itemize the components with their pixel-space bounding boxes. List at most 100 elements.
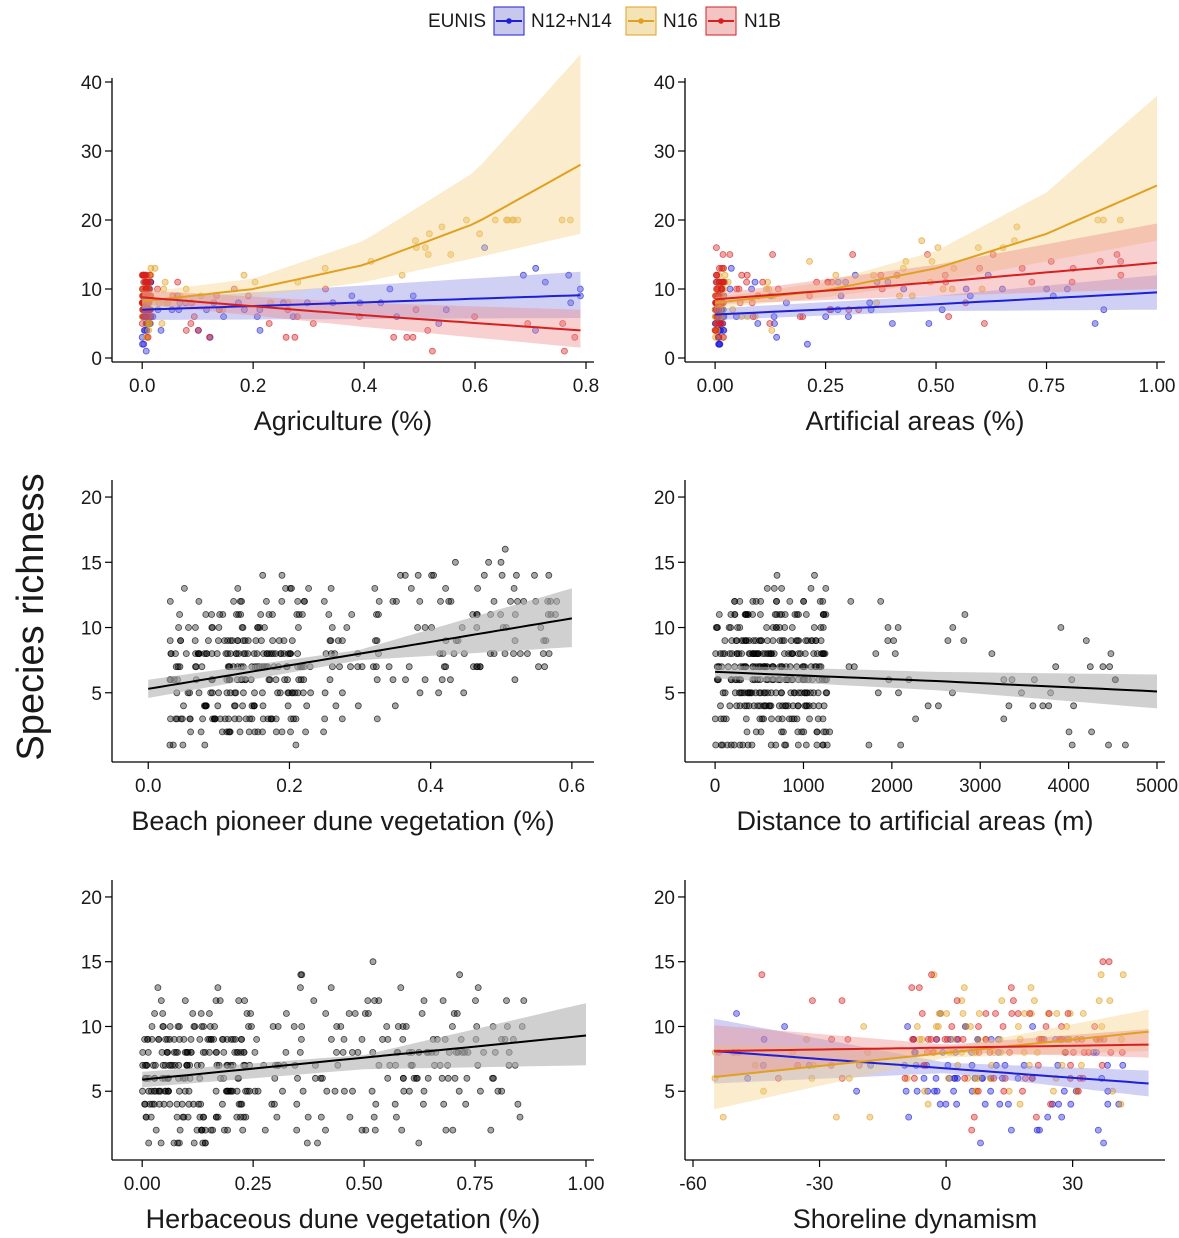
data-point <box>567 299 575 307</box>
data-point <box>541 278 549 286</box>
data-point <box>749 650 757 657</box>
data-point <box>1013 223 1021 231</box>
data-point <box>791 611 799 618</box>
data-point <box>143 326 151 334</box>
data-point <box>424 1074 432 1082</box>
data-point <box>819 715 827 723</box>
data-point <box>873 299 880 307</box>
data-point <box>272 676 280 684</box>
data-point <box>149 1061 157 1069</box>
data-point <box>1033 1049 1041 1056</box>
data-point <box>717 320 725 327</box>
data-point <box>775 702 783 710</box>
data-point <box>1026 1010 1034 1017</box>
data-point <box>743 702 751 710</box>
data-point <box>485 558 493 566</box>
data-point <box>766 320 774 327</box>
data-point <box>716 340 724 348</box>
data-point <box>767 689 775 697</box>
data-point <box>822 611 830 618</box>
data-point <box>748 285 755 293</box>
data-point <box>364 1010 372 1017</box>
data-point <box>279 1087 286 1095</box>
data-point <box>933 1087 941 1095</box>
data-point <box>474 984 482 991</box>
data-point <box>140 340 148 348</box>
data-point <box>889 320 896 327</box>
data-point <box>999 285 1006 293</box>
data-point <box>838 1074 846 1082</box>
data-point <box>164 1036 171 1043</box>
data-point <box>231 1036 239 1043</box>
data-point <box>215 689 223 697</box>
data-point <box>790 715 798 723</box>
data-point <box>152 1126 160 1134</box>
data-point <box>752 728 760 736</box>
data-point <box>297 1036 305 1043</box>
data-point <box>304 1113 312 1121</box>
legend-title: EUNIS <box>428 11 486 32</box>
data-point <box>803 689 811 697</box>
data-point <box>714 624 721 631</box>
data-point <box>181 997 189 1004</box>
data-point <box>813 741 821 749</box>
y-tick-label: 5 <box>91 684 102 705</box>
data-point <box>307 689 315 697</box>
data-point <box>824 278 832 286</box>
data-point <box>419 1100 427 1108</box>
data-point <box>1062 1049 1069 1056</box>
y-tick-label: 10 <box>81 619 102 640</box>
data-point <box>1109 1087 1116 1095</box>
data-point <box>239 689 247 697</box>
data-point <box>322 1010 330 1017</box>
data-point <box>364 997 372 1004</box>
data-point <box>190 1139 198 1147</box>
data-point <box>975 1023 982 1030</box>
data-point <box>810 650 818 657</box>
data-point <box>751 278 759 286</box>
data-point <box>729 306 736 314</box>
data-point <box>292 741 300 749</box>
data-point <box>962 285 970 293</box>
data-point <box>176 663 184 671</box>
fit-line-n1b <box>714 1043 1149 1053</box>
fit-line-n16 <box>142 163 581 303</box>
fit-line <box>142 1034 587 1081</box>
data-point <box>412 1074 420 1082</box>
data-point <box>712 741 720 749</box>
data-point <box>158 320 166 327</box>
data-point <box>310 997 318 1004</box>
data-point <box>770 650 778 657</box>
data-point <box>180 1036 188 1043</box>
data-point <box>176 1126 184 1134</box>
data-point <box>261 624 268 631</box>
data-point <box>1064 1010 1072 1017</box>
points <box>711 571 1129 749</box>
data-point <box>409 292 417 300</box>
data-point <box>298 971 306 979</box>
data-point <box>771 320 778 327</box>
data-point <box>757 598 765 605</box>
data-point <box>145 1087 153 1095</box>
data-point <box>301 598 309 605</box>
data-point <box>144 1049 152 1056</box>
data-point <box>354 702 362 710</box>
data-point <box>195 1100 202 1108</box>
data-point <box>198 663 206 671</box>
data-point <box>762 285 770 293</box>
data-point <box>220 313 228 321</box>
data-point <box>988 1061 995 1069</box>
y-tick-label: 15 <box>654 953 675 974</box>
data-point <box>139 1061 147 1069</box>
data-point <box>765 285 773 293</box>
data-point <box>420 1087 428 1095</box>
data-point <box>764 278 771 286</box>
legend-label-n16: N16 <box>663 11 698 32</box>
data-point <box>770 585 778 592</box>
data-point <box>216 715 224 723</box>
data-point <box>490 598 498 605</box>
data-point <box>803 1036 810 1043</box>
data-point <box>390 333 398 341</box>
data-point <box>498 571 506 579</box>
confidence-band-n12-n14 <box>714 1018 1149 1097</box>
